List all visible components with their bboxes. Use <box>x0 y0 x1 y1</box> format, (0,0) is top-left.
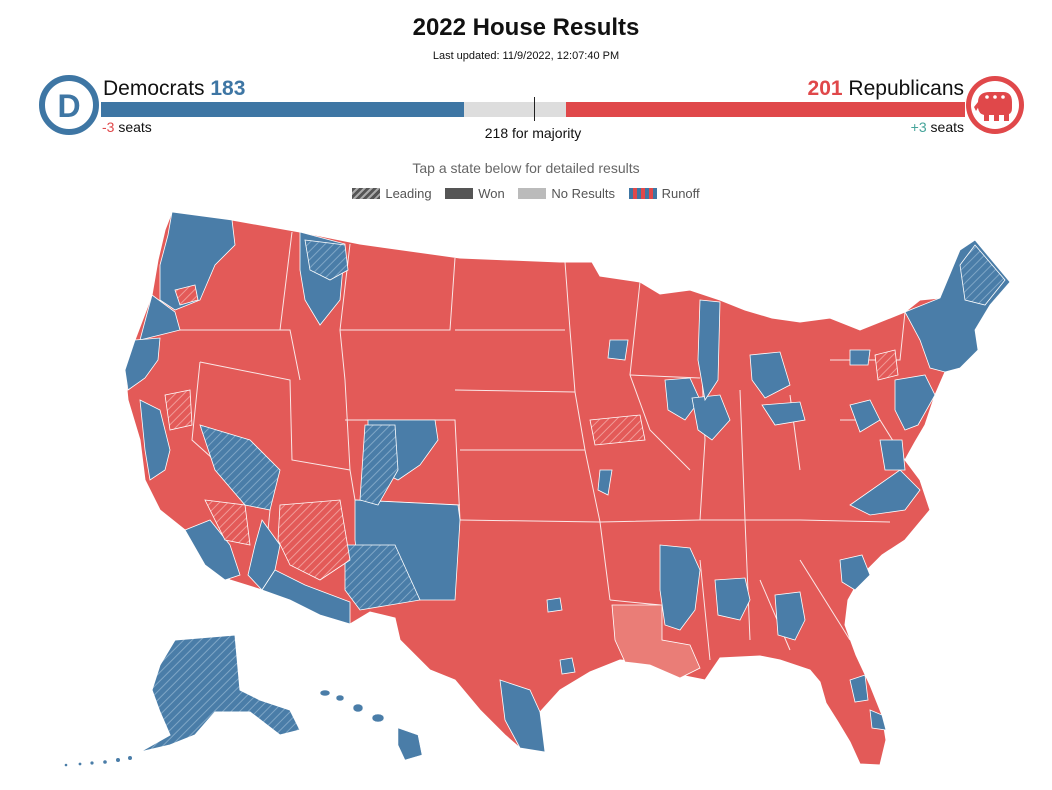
hawaii-shape[interactable] <box>319 689 423 761</box>
seat-bar-republicans <box>565 102 965 117</box>
majority-marker <box>533 97 535 121</box>
republicans-change-value: +3 <box>910 119 927 135</box>
elephant-icon <box>966 76 1024 134</box>
alaska-shape[interactable] <box>139 634 301 753</box>
legend-runoff-label: Runoff <box>661 186 700 202</box>
aleutian-islands <box>64 756 132 767</box>
no-results-swatch-icon <box>518 188 547 200</box>
svg-text:D: D <box>57 88 80 124</box>
democrats-seat-count: 183 <box>210 77 246 100</box>
democrats-seat-change: -3 seats <box>102 119 152 135</box>
louisiana-no-results[interactable] <box>611 604 701 679</box>
map-legend: Leading Won No Results Runoff <box>0 185 1052 201</box>
democrats-heading: Democrats 183 <box>103 77 245 101</box>
majority-label: 218 for majority <box>484 125 582 141</box>
seat-bar <box>101 102 965 117</box>
republicans-label: Republicans <box>848 77 964 100</box>
last-updated: Last updated: 11/9/2022, 12:07:40 PM <box>432 50 620 62</box>
republicans-heading: 201 Republicans <box>808 77 964 101</box>
legend-no-results-label: No Results <box>551 186 615 202</box>
page-title: 2022 House Results <box>412 14 640 41</box>
democrats-label: Democrats <box>103 77 205 100</box>
legend-won: Won <box>445 186 505 201</box>
legend-runoff: Runoff <box>628 186 700 202</box>
democrats-change-value: -3 <box>102 119 115 135</box>
won-swatch-icon <box>445 188 474 200</box>
legend-no-results: No Results <box>518 186 615 201</box>
legend-leading: Leading <box>352 186 432 202</box>
map-hint: Tap a state below for detailed results <box>412 160 640 176</box>
democrat-logo-icon: D <box>39 75 99 135</box>
democrats-change-unit: seats <box>118 119 152 135</box>
legend-won-label: Won <box>478 186 505 202</box>
runoff-swatch-icon <box>628 188 657 200</box>
republicans-seat-change: +3 seats <box>911 119 964 135</box>
leading-swatch-icon <box>352 188 381 200</box>
legend-leading-label: Leading <box>385 186 432 202</box>
us-house-results-map[interactable] <box>0 200 1052 780</box>
seat-bar-democrats <box>101 102 465 117</box>
leading-districts[interactable] <box>164 239 1006 611</box>
republicans-change-unit: seats <box>930 119 964 135</box>
republicans-seat-count: 201 <box>807 77 843 100</box>
